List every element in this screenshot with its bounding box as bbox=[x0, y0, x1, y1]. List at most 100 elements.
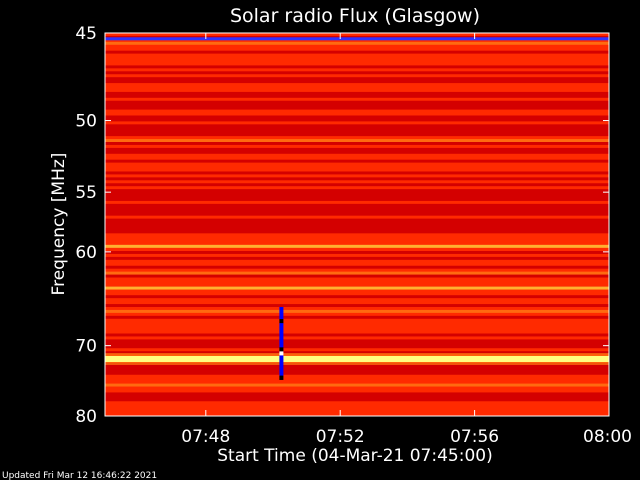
spectrogram-row bbox=[105, 295, 609, 299]
y-axis-label: Frequency [MHz] bbox=[49, 153, 69, 296]
spectrogram-row bbox=[105, 156, 609, 161]
spectrogram-row bbox=[105, 318, 609, 323]
spectrogram-row bbox=[105, 162, 609, 167]
spectrogram-row bbox=[105, 203, 609, 208]
spectrogram-row bbox=[105, 348, 609, 352]
spectrogram-row bbox=[105, 103, 609, 108]
spectrogram-row bbox=[105, 206, 609, 211]
spectrogram-row bbox=[105, 289, 609, 293]
spectrogram-row bbox=[105, 312, 609, 317]
bright-band bbox=[105, 286, 609, 290]
spectrogram-row bbox=[105, 221, 609, 225]
spectrogram-row bbox=[105, 304, 609, 308]
spectrogram-row bbox=[105, 330, 609, 335]
spectrogram-row bbox=[105, 139, 609, 143]
spectrogram-row bbox=[105, 197, 609, 202]
spectrogram-row bbox=[105, 283, 609, 287]
spectrogram-row bbox=[105, 74, 609, 78]
spectrogram-row bbox=[105, 371, 609, 376]
spectrogram-row bbox=[105, 251, 609, 255]
spectrogram-row bbox=[105, 192, 609, 196]
spectrogram-row bbox=[105, 142, 609, 146]
spectrogram-row bbox=[105, 259, 609, 264]
spectrogram-row bbox=[105, 118, 609, 122]
y-tick-label: 60 bbox=[75, 243, 97, 263]
x-tick-label: 08:00 bbox=[583, 427, 632, 447]
interference-segment bbox=[279, 355, 284, 360]
spectrogram-row bbox=[105, 292, 609, 296]
spectrogram-row bbox=[105, 86, 609, 90]
spectrogram-row bbox=[105, 233, 609, 237]
spectrogram-row bbox=[105, 277, 609, 281]
spectrogram-row bbox=[105, 262, 609, 267]
spectrogram-row bbox=[105, 256, 609, 261]
spectrogram-row bbox=[105, 392, 609, 396]
bright-band bbox=[105, 244, 609, 248]
interference-segment bbox=[279, 331, 284, 336]
y-tick-label: 45 bbox=[75, 24, 97, 44]
spectrogram-row bbox=[105, 133, 609, 137]
spectrogram-row bbox=[105, 212, 609, 217]
spectrogram-row bbox=[105, 280, 609, 284]
spectrogram-row bbox=[105, 100, 609, 105]
spectrogram-row bbox=[105, 144, 609, 149]
interference-segment bbox=[279, 347, 284, 352]
spectrogram-row bbox=[105, 121, 609, 125]
x-tick-label: 07:56 bbox=[450, 427, 499, 447]
spectrogram-row bbox=[105, 227, 609, 231]
interference-segment bbox=[279, 323, 284, 328]
spectrogram-row bbox=[105, 189, 609, 193]
y-axis-ticks: 45 50 55 60 70 80 bbox=[75, 24, 609, 427]
spectrogram-row bbox=[105, 248, 609, 252]
interference-segment bbox=[279, 371, 284, 376]
spectrogram-row bbox=[105, 306, 609, 311]
interference-segment bbox=[279, 367, 284, 372]
spectrogram-row bbox=[105, 230, 609, 234]
spectrogram-row bbox=[105, 77, 609, 81]
spectrogram-row bbox=[105, 62, 609, 66]
spectrogram-row bbox=[105, 174, 609, 178]
spectrogram-row bbox=[105, 342, 609, 346]
x-tick-label: 07:48 bbox=[181, 427, 230, 447]
spectrogram-row bbox=[105, 47, 609, 52]
spectrogram-row bbox=[105, 59, 609, 63]
y-tick-label: 55 bbox=[75, 183, 97, 203]
spectrogram-row bbox=[105, 315, 609, 320]
spectrogram-row bbox=[105, 124, 609, 128]
spectrogram-row bbox=[105, 265, 609, 270]
interference-segment bbox=[279, 315, 284, 320]
spectrogram-row bbox=[105, 398, 609, 402]
spectrogram-row bbox=[105, 91, 609, 96]
y-tick-label: 80 bbox=[75, 407, 97, 427]
spectrogram-row bbox=[105, 65, 609, 69]
spectrogram-row bbox=[105, 33, 609, 37]
spectrogram-row bbox=[105, 41, 609, 46]
spectrogram-row bbox=[105, 215, 609, 220]
interference-segment bbox=[279, 363, 284, 368]
spectrogram-row bbox=[105, 44, 609, 49]
spectrogram-row bbox=[105, 218, 609, 223]
interference-segment bbox=[279, 306, 284, 312]
spectrogram-row bbox=[105, 88, 609, 93]
interference-segment bbox=[279, 319, 284, 324]
spectrogram-row bbox=[105, 109, 609, 114]
spectrogram-row bbox=[105, 407, 609, 411]
spectrogram-row bbox=[105, 368, 609, 373]
spectrogram-row bbox=[105, 165, 609, 170]
spectrogram-row bbox=[105, 186, 609, 190]
spectrogram-row bbox=[105, 94, 609, 99]
spectrogram-row bbox=[105, 351, 609, 355]
interference-segment bbox=[279, 359, 284, 364]
spectrogram-row bbox=[105, 339, 609, 343]
spectrogram-row bbox=[105, 153, 609, 158]
spectrogram-row bbox=[105, 336, 609, 340]
spectrogram-row bbox=[105, 365, 609, 370]
chart-title: Solar radio Flux (Glasgow) bbox=[230, 5, 480, 27]
y-tick-label: 50 bbox=[75, 112, 97, 132]
spectrogram-row bbox=[105, 327, 609, 332]
spectrogram-row bbox=[105, 38, 609, 43]
spectrogram-row bbox=[105, 53, 609, 58]
spectrogram-row bbox=[105, 130, 609, 134]
spectrogram-row bbox=[105, 253, 609, 258]
